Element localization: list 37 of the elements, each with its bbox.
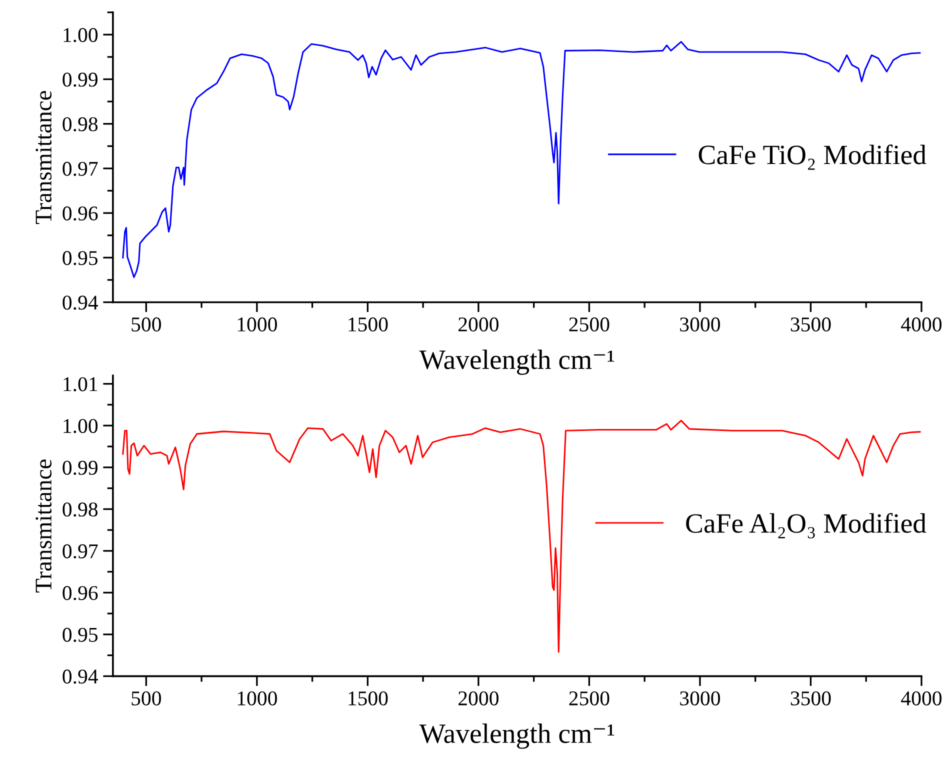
x-tick-label: 1000 — [238, 691, 277, 706]
x-tick-label: 1000 — [238, 317, 277, 332]
x-tick-label: 500 — [132, 691, 161, 706]
y-tick-label: 0.96 — [62, 586, 98, 600]
x-axis-title: Wavelength cm⁻¹ — [419, 724, 614, 749]
y-tick-label: 0.94 — [62, 670, 98, 684]
x-tick-label: 1500 — [348, 691, 388, 706]
x-tick-label: 2500 — [569, 317, 610, 332]
x-tick-label: 3500 — [790, 317, 831, 332]
x-tick-label: 3000 — [680, 691, 720, 706]
legend-label: CaFe Al₂O₃ Modified — [686, 513, 926, 538]
x-tick-label: 2500 — [569, 691, 610, 706]
x-tick-label: 3000 — [680, 317, 720, 332]
y-tick-label: 0.97 — [62, 544, 98, 558]
y-tick-label: 0.99 — [62, 72, 98, 87]
x-axis-title: Wavelength cm⁻¹ — [419, 350, 614, 375]
y-axis-title: Transmittance — [36, 90, 52, 224]
legend-label: CaFe TiO₂ Modified — [698, 144, 926, 170]
y-tick-label: 1.01 — [64, 377, 98, 392]
y-tick-label: 0.96 — [62, 206, 98, 221]
x-tick-label: 1500 — [348, 317, 388, 332]
x-tick-label: 2000 — [458, 317, 498, 332]
x-tick-label: 3500 — [790, 691, 831, 706]
y-tick-label: 0.94 — [62, 296, 98, 310]
x-tick-label: 500 — [132, 317, 161, 332]
x-tick-label: 4000 — [901, 691, 942, 706]
y-tick-label: 0.97 — [62, 162, 98, 176]
y-tick-label: 1.00 — [64, 28, 98, 42]
y-tick-label: 0.99 — [62, 460, 98, 475]
x-tick-label: 4000 — [901, 317, 942, 332]
y-tick-label: 0.95 — [62, 628, 98, 642]
y-tick-label: 0.98 — [62, 117, 98, 132]
y-tick-label: 0.95 — [62, 251, 98, 266]
y-axis-title: Transmittance — [36, 460, 52, 593]
x-tick-label: 2000 — [458, 691, 498, 706]
y-tick-label: 1.00 — [64, 418, 98, 434]
y-tick-label: 0.98 — [62, 502, 98, 517]
